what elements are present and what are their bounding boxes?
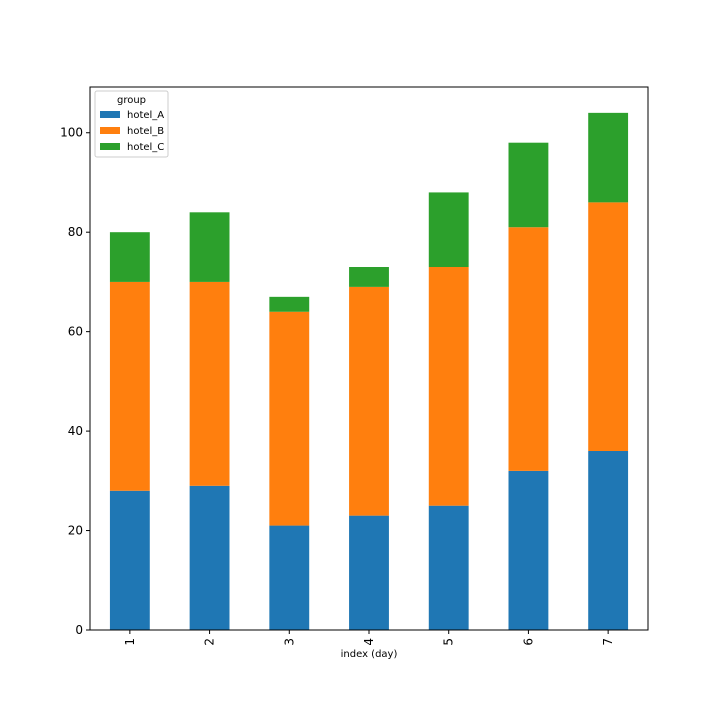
y-tick-label: 20 — [68, 524, 83, 538]
x-tick-label: 3 — [282, 638, 296, 646]
legend-swatch-hotel_A — [100, 111, 120, 118]
bar-hotel_C-day-3 — [269, 296, 310, 312]
bar-hotel_A-day-3 — [269, 525, 310, 630]
bar-hotel_B-day-3 — [269, 311, 310, 526]
x-tick-label: 6 — [521, 638, 535, 646]
bar-hotel_B-day-2 — [189, 281, 230, 486]
bar-hotel_B-day-1 — [109, 281, 150, 491]
bar-hotel_B-day-4 — [349, 286, 389, 516]
legend-label-hotel_A: hotel_A — [127, 110, 164, 121]
y-tick-label: 80 — [68, 225, 83, 239]
legend-label-hotel_C: hotel_C — [127, 142, 164, 153]
legend-title: group — [117, 95, 146, 106]
y-tick-label: 100 — [60, 126, 83, 140]
bar-hotel_C-day-7 — [588, 112, 629, 203]
x-axis-label: index (day) — [341, 649, 398, 660]
bar-hotel_C-day-4 — [349, 267, 389, 287]
x-tick-label: 7 — [601, 638, 615, 646]
bar-hotel_A-day-5 — [428, 505, 469, 630]
x-tick-label: 1 — [123, 638, 137, 646]
x-tick-label: 2 — [203, 638, 217, 646]
y-tick-label: 60 — [68, 325, 83, 339]
bar-hotel_A-day-7 — [588, 450, 629, 630]
bar-hotel_B-day-6 — [508, 227, 549, 471]
bar-hotel_B-day-5 — [428, 267, 469, 506]
x-tick-label: 4 — [362, 638, 376, 646]
x-tick-label: 5 — [442, 638, 456, 646]
bar-hotel_C-day-6 — [508, 142, 549, 228]
bar-hotel_C-day-5 — [428, 192, 469, 268]
bar-hotel_C-day-2 — [189, 212, 230, 282]
bar-hotel_C-day-1 — [109, 232, 150, 282]
legend-swatch-hotel_B — [100, 127, 120, 134]
y-axis: 0 20 40 60 80 100 — [60, 126, 90, 637]
x-axis: 1 2 3 4 5 6 7 — [123, 630, 615, 646]
bar-hotel_A-day-6 — [508, 470, 549, 630]
legend-label-hotel_B: hotel_B — [127, 126, 164, 137]
bar-hotel_A-day-2 — [189, 485, 230, 630]
bar-hotel_A-day-1 — [109, 490, 150, 630]
y-tick-label: 0 — [75, 623, 83, 637]
bar-hotel_A-day-4 — [349, 515, 389, 630]
bar-hotel_B-day-7 — [588, 202, 629, 451]
legend-swatch-hotel_C — [100, 143, 120, 150]
bars-layer — [109, 112, 629, 630]
y-tick-label: 40 — [68, 424, 83, 438]
legend: group hotel_A hotel_B hotel_C — [94, 90, 169, 158]
legend-frame — [94, 90, 169, 158]
